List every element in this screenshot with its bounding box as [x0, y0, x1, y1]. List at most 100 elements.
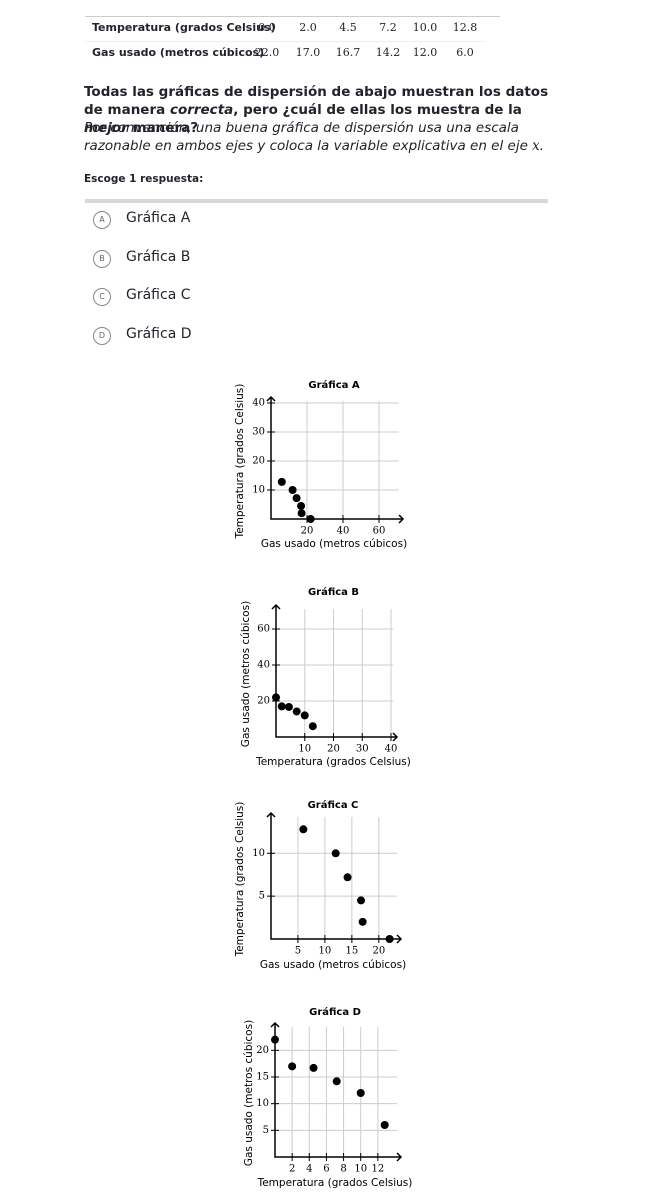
- point: [297, 501, 306, 510]
- x-tick-label: 60: [373, 526, 386, 537]
- x-tick-label: 6: [323, 1164, 329, 1175]
- choice-letter[interactable]: A: [93, 211, 111, 229]
- point: [356, 1089, 365, 1097]
- y-tick-label: 10: [256, 1098, 269, 1109]
- arrow: [266, 395, 276, 402]
- point: [309, 1063, 318, 1072]
- hint-text: Por convención, una buena gráfica de dis…: [84, 120, 533, 154]
- hint-math: x: [532, 138, 540, 154]
- point: [288, 486, 297, 494]
- point: [332, 1077, 341, 1086]
- x-tick-label: 10: [319, 946, 332, 957]
- y-axis-label: Gas usado (metros cúbicos): [243, 1020, 255, 1166]
- table-cell: 12.0: [412, 46, 438, 59]
- chart-title: Gráfica D: [309, 1006, 361, 1018]
- question-text: manera?: [127, 120, 199, 136]
- point: [271, 1035, 279, 1044]
- choice-label[interactable]: Gráfica D: [126, 326, 192, 343]
- y-tick-label: 5: [259, 891, 265, 902]
- point: [357, 896, 366, 905]
- point: [385, 935, 394, 943]
- choice-letter[interactable]: B: [93, 249, 111, 268]
- x-tick-label: 40: [337, 526, 350, 537]
- point: [299, 825, 308, 834]
- x-tick-label: 20: [301, 526, 314, 537]
- point: [300, 711, 309, 720]
- prompt: Escoge 1 respuesta:: [84, 173, 204, 185]
- question-text: correcta: [169, 102, 234, 118]
- table-cell: 16.7: [335, 46, 361, 59]
- x-tick-label: 10: [298, 744, 311, 755]
- choice-letter[interactable]: D: [93, 327, 111, 346]
- x-tick-label: 10: [354, 1164, 367, 1175]
- axes: [274, 1023, 401, 1158]
- table-cell: 14.2: [375, 46, 401, 59]
- y-tick-label: 20: [252, 456, 265, 467]
- choice-letter[interactable]: C: [93, 288, 111, 307]
- y-axis-label: Temperatura (grados Celsius): [234, 802, 246, 958]
- arrow: [396, 1152, 403, 1162]
- point: [343, 873, 352, 882]
- x-tick-label: 8: [340, 1164, 346, 1175]
- y-tick-label: 20: [257, 696, 270, 707]
- table-cell: Temperatura (grados Celsius): [92, 21, 276, 34]
- table-cell: 7.2: [379, 21, 397, 34]
- y-tick-label: 10: [252, 485, 265, 496]
- divider: [85, 199, 548, 203]
- table-cell: 2.0: [299, 21, 317, 34]
- arrow: [270, 1021, 280, 1028]
- hint: Por convención, una buena gráfica de dis…: [84, 119, 554, 155]
- x-axis-label: Temperatura (grados Celsius): [255, 756, 411, 768]
- x-axis-label: Gas usado (metros cúbicos): [260, 959, 406, 971]
- table-cell: 12.8: [452, 21, 478, 34]
- point: [277, 477, 286, 486]
- table-cell: 4.5: [339, 21, 357, 34]
- x-tick-label: 20: [327, 744, 340, 755]
- arrow: [398, 514, 405, 524]
- choice-label[interactable]: Gráfica C: [126, 287, 191, 304]
- chart-title: Gráfica C: [308, 799, 359, 811]
- y-tick-label: 5: [263, 1125, 269, 1136]
- y-tick-label: 15: [256, 1072, 269, 1083]
- y-tick-label: 40: [252, 398, 265, 409]
- y-tick-label: 20: [256, 1045, 269, 1056]
- point: [358, 917, 367, 926]
- chart-title: Gráfica A: [308, 379, 359, 391]
- question-text: mejor: [84, 120, 128, 136]
- x-tick-label: 40: [385, 744, 398, 755]
- y-axis-label: Temperatura (grados Celsius): [234, 384, 246, 540]
- choice-label[interactable]: Gráfica A: [126, 210, 191, 226]
- point: [380, 1121, 389, 1129]
- arrow: [392, 732, 399, 742]
- axes: [270, 397, 403, 520]
- point: [306, 515, 315, 523]
- arrow: [266, 811, 276, 818]
- table-cell: 10.0: [412, 21, 438, 34]
- point: [284, 702, 293, 711]
- chart-title: Gráfica B: [308, 586, 359, 598]
- table-cell: 0.0: [258, 21, 276, 34]
- hint-text: .: [539, 138, 545, 154]
- x-tick-label: 20: [372, 946, 385, 957]
- question-text: Todas las gráficas de dispersión de abaj…: [84, 84, 549, 118]
- question: Todas las gráficas de dispersión de abaj…: [84, 83, 554, 137]
- question-text: , pero ¿cuál de ellas los muestra de la: [233, 102, 522, 118]
- table-rule: [85, 41, 485, 42]
- point: [308, 722, 317, 731]
- y-tick-label: 10: [252, 848, 265, 859]
- x-tick-label: 4: [306, 1164, 312, 1175]
- choice-label[interactable]: Gráfica B: [126, 248, 191, 265]
- x-tick-label: 15: [346, 946, 359, 957]
- y-tick-label: 40: [257, 660, 270, 671]
- x-axis-label: Temperatura (grados Celsius): [257, 1177, 413, 1189]
- y-axis-label: Gas usado (metros cúbicos): [240, 601, 252, 747]
- point: [288, 1062, 297, 1071]
- axes: [270, 813, 401, 940]
- x-tick-label: 2: [289, 1164, 295, 1175]
- table-rule: [85, 16, 500, 17]
- point: [272, 693, 280, 702]
- point: [297, 509, 306, 518]
- y-tick-label: 60: [257, 624, 270, 635]
